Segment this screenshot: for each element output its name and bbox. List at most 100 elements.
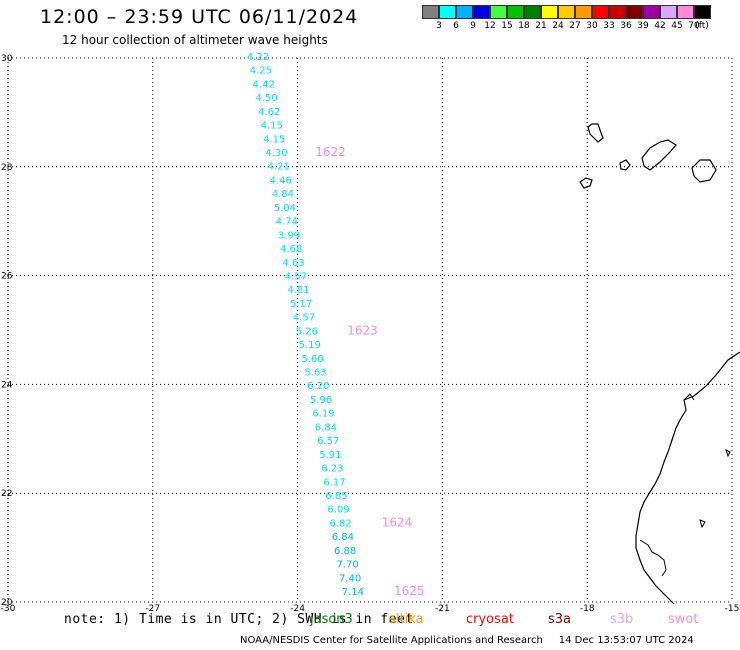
lat-tick-label: 26 bbox=[1, 272, 13, 282]
wave-height-label: 4.62 bbox=[258, 107, 280, 118]
wave-height-label: 6.23 bbox=[321, 464, 343, 475]
credit-text: NOAA/NESDIS Center for Satellite Applica… bbox=[240, 635, 543, 646]
lat-tick-label: 30 bbox=[1, 54, 13, 64]
legend-label: 21 bbox=[535, 21, 547, 31]
time-label: 1623 bbox=[347, 323, 378, 337]
legend-swatch bbox=[609, 5, 626, 19]
legend-label: 6 bbox=[453, 21, 459, 31]
satellite-legend-item: jason3 bbox=[310, 612, 353, 627]
legend-swatch bbox=[575, 5, 592, 19]
lat-tick-label: 20 bbox=[1, 598, 13, 608]
legend-labels: 3 6 9 12 15 18 21 24 27 30 33 36 39 42 45 70 (ft) bbox=[422, 19, 740, 31]
legend-swatch bbox=[490, 5, 507, 19]
legend-label: 42 bbox=[654, 21, 666, 31]
legend-swatch bbox=[439, 5, 456, 19]
wave-height-label: 6.57 bbox=[317, 436, 339, 447]
legend-swatch bbox=[694, 5, 711, 19]
wave-height-label: 4.81 bbox=[287, 285, 309, 296]
wave-height-label: 5.96 bbox=[310, 395, 332, 406]
legend-swatch bbox=[558, 5, 575, 19]
wave-height-label: 4.21 bbox=[268, 162, 290, 173]
island-el-hierro bbox=[579, 177, 593, 189]
time-label: 1622 bbox=[315, 145, 346, 159]
wave-height-label: 5.04 bbox=[274, 203, 296, 214]
legend-swatch bbox=[643, 5, 660, 19]
wave-height-label: 6.20 bbox=[307, 381, 329, 392]
lon-tick-label: -15 bbox=[725, 604, 740, 614]
legend-swatch bbox=[473, 5, 490, 19]
wave-height-label: 5.91 bbox=[319, 450, 341, 461]
satellite-legend-item: altika bbox=[388, 612, 424, 627]
coast-detail-2 bbox=[639, 539, 667, 577]
legend-swatch bbox=[507, 5, 524, 19]
legend-label: 18 bbox=[518, 21, 530, 31]
credit-timestamp: 14 Dec 13:53:07 UTC 2024 bbox=[558, 635, 694, 646]
satellite-legend-item: cryosat bbox=[466, 612, 514, 627]
legend-unit: (ft) bbox=[695, 21, 709, 31]
wave-height-label: 5.19 bbox=[299, 340, 321, 351]
wave-height-label: 7.40 bbox=[339, 573, 361, 584]
wave-height-label: 6.17 bbox=[323, 477, 345, 488]
page-subtitle: 12 hour collection of altimeter wave hei… bbox=[62, 33, 328, 47]
lon-tick-label: -27 bbox=[145, 604, 160, 614]
land-outlines bbox=[579, 123, 740, 605]
lat-tick-label: 22 bbox=[1, 489, 12, 499]
page-title: 12:00 – 23:59 UTC 06/11/2024 bbox=[40, 6, 359, 28]
footer-credit: NOAA/NESDIS Center for Satellite Applica… bbox=[240, 635, 694, 646]
legend-label: 3 bbox=[436, 21, 442, 31]
wave-height-label: 6.88 bbox=[334, 546, 356, 557]
wave-height-label: 4.15 bbox=[261, 121, 283, 132]
time-label: 1624 bbox=[382, 515, 413, 529]
legend-swatch bbox=[677, 5, 694, 19]
wave-height-label: 5.63 bbox=[304, 368, 326, 379]
wave-height-label: 4.50 bbox=[255, 93, 277, 104]
wave-height-label: 4.57 bbox=[285, 271, 307, 282]
wave-height-label: 5.26 bbox=[296, 326, 318, 337]
wave-height-label: 6.84 bbox=[315, 422, 337, 433]
lon-tick-label: -30 bbox=[1, 604, 16, 614]
legend-label: 30 bbox=[586, 21, 598, 31]
legend-label: 33 bbox=[603, 21, 615, 31]
wave-height-label: 4.22 bbox=[247, 52, 269, 63]
satellite-legend-item: s3b bbox=[610, 612, 634, 627]
wave-height-label: 5.60 bbox=[301, 354, 323, 365]
legend-label: 36 bbox=[620, 21, 632, 31]
coast-detail-1 bbox=[683, 393, 695, 401]
wave-height-label: 4.46 bbox=[270, 175, 292, 186]
lon-tick-label: -18 bbox=[580, 604, 595, 614]
footer-note: note: 1) Time is in UTC; 2) SWH is in fe… bbox=[64, 612, 414, 627]
wave-height-label: 7.14 bbox=[342, 587, 364, 598]
time-labels: 1622 1623 1624 1625 bbox=[315, 145, 424, 598]
wave-height-label: 6.19 bbox=[312, 409, 334, 420]
wave-height-label: 6.84 bbox=[332, 532, 354, 543]
wave-height-label: 7.70 bbox=[336, 560, 358, 571]
legend-label: 9 bbox=[470, 21, 476, 31]
wave-height-label: 4.42 bbox=[253, 79, 275, 90]
lat-tick-label: 24 bbox=[1, 380, 13, 390]
wave-height-label: 6.82 bbox=[330, 518, 352, 529]
legend-label: 27 bbox=[569, 21, 581, 31]
wave-height-label: 3.99 bbox=[278, 230, 300, 241]
island-la-gomera bbox=[619, 159, 631, 171]
color-legend: 3 6 9 12 15 18 21 24 27 30 33 36 39 42 45 70 (ft) bbox=[422, 5, 740, 31]
lon-tick-label: -24 bbox=[290, 604, 305, 614]
coast-detail-3 bbox=[725, 449, 731, 458]
island-gran-canaria bbox=[691, 159, 717, 183]
lon-tick-label: -21 bbox=[435, 604, 450, 614]
legend-swatch bbox=[660, 5, 677, 19]
wave-height-label: 4.63 bbox=[282, 258, 304, 269]
island-la-palma bbox=[587, 123, 604, 143]
wave-height-label: 4.25 bbox=[250, 66, 272, 77]
satellite-track: 4.22 4.25 4.42 4.50 4.62 4.15 4.15 4.30 4.21 4.46… bbox=[247, 52, 364, 598]
wave-height-label: 4.74 bbox=[276, 217, 298, 228]
lat-lon-grid bbox=[7, 57, 733, 603]
wave-height-label: 4.84 bbox=[272, 189, 294, 200]
legend-label: 15 bbox=[501, 21, 513, 31]
legend-swatch bbox=[524, 5, 541, 19]
wave-height-label: 4.30 bbox=[265, 148, 287, 159]
legend-label: 45 bbox=[671, 21, 683, 31]
wave-height-label: 4.15 bbox=[263, 134, 285, 145]
legend-label: 39 bbox=[637, 21, 649, 31]
legend-swatch bbox=[592, 5, 609, 19]
